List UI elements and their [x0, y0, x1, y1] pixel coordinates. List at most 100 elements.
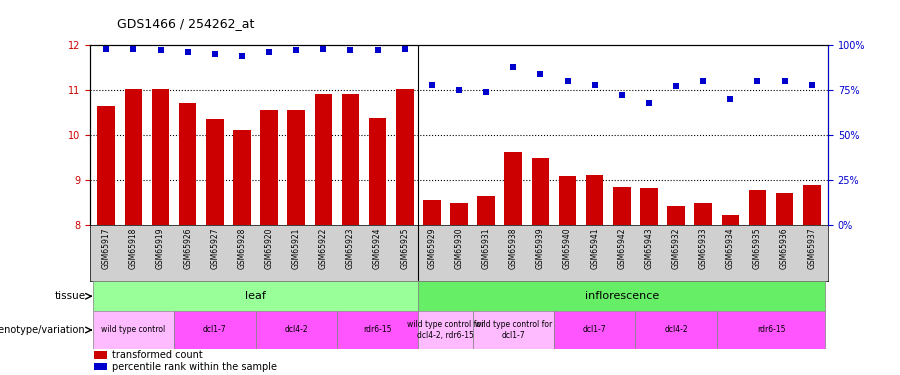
Text: wild type control for
dcl1-7: wild type control for dcl1-7: [474, 320, 552, 340]
Bar: [206, 119, 223, 225]
Text: rdr6-15: rdr6-15: [757, 326, 786, 334]
Text: GSM65929: GSM65929: [428, 228, 436, 269]
Bar: [423, 200, 441, 225]
Bar: [256, 311, 337, 349]
Text: GSM65917: GSM65917: [102, 228, 111, 269]
Bar: [450, 203, 468, 225]
Point: [723, 96, 737, 102]
Text: rdr6-15: rdr6-15: [364, 326, 392, 334]
Text: dcl4-2: dcl4-2: [664, 326, 688, 334]
Bar: [337, 311, 419, 349]
Point: [316, 46, 330, 52]
Bar: [93, 311, 174, 349]
Bar: [418, 281, 825, 311]
Text: GSM65930: GSM65930: [454, 228, 464, 269]
Text: GSM65918: GSM65918: [129, 228, 138, 269]
Bar: [554, 311, 635, 349]
Point: [561, 78, 575, 84]
Text: GSM65934: GSM65934: [725, 228, 734, 269]
Point: [805, 82, 819, 88]
Text: GSM65939: GSM65939: [536, 228, 544, 269]
Point: [371, 47, 385, 53]
Bar: [803, 185, 821, 225]
Bar: [477, 196, 495, 225]
Bar: [613, 187, 631, 225]
Point: [289, 47, 303, 53]
Bar: [93, 281, 418, 311]
Point: [696, 78, 710, 84]
Point: [506, 64, 520, 70]
Text: GSM65925: GSM65925: [400, 228, 410, 269]
Point: [452, 87, 466, 93]
Text: dcl1-7: dcl1-7: [583, 326, 607, 334]
Point: [642, 100, 656, 106]
Text: inflorescence: inflorescence: [585, 291, 659, 301]
Text: GSM65937: GSM65937: [807, 228, 816, 269]
Text: GSM65935: GSM65935: [753, 228, 762, 269]
Text: GSM65923: GSM65923: [346, 228, 355, 269]
Text: wild type control for
dcl4-2, rdr6-15: wild type control for dcl4-2, rdr6-15: [407, 320, 484, 340]
Point: [425, 82, 439, 88]
Text: leaf: leaf: [245, 291, 266, 301]
Text: GSM65921: GSM65921: [292, 228, 301, 269]
Bar: [342, 94, 359, 225]
Point: [262, 49, 276, 55]
Bar: [94, 363, 107, 370]
Bar: [640, 188, 658, 225]
Bar: [749, 190, 766, 225]
Point: [778, 78, 792, 84]
Bar: [97, 106, 115, 225]
Bar: [369, 118, 386, 225]
Bar: [152, 89, 169, 225]
Bar: [532, 158, 549, 225]
Text: tissue: tissue: [54, 291, 86, 301]
Text: GSM65931: GSM65931: [482, 228, 490, 269]
Bar: [287, 110, 305, 225]
Text: GSM65919: GSM65919: [156, 228, 165, 269]
Text: GDS1466 / 254262_at: GDS1466 / 254262_at: [117, 17, 255, 30]
Bar: [260, 110, 278, 225]
Bar: [559, 176, 576, 225]
Point: [479, 89, 493, 95]
Text: transformed count: transformed count: [112, 350, 202, 360]
Text: GSM65942: GSM65942: [617, 228, 626, 269]
Bar: [667, 206, 685, 225]
Bar: [504, 152, 522, 225]
Text: GSM65933: GSM65933: [698, 228, 707, 269]
Point: [208, 51, 222, 57]
Point: [126, 46, 140, 52]
Text: GSM65941: GSM65941: [590, 228, 599, 269]
Text: GSM65938: GSM65938: [508, 228, 518, 269]
Text: GSM65928: GSM65928: [238, 228, 247, 269]
Point: [99, 46, 113, 52]
Bar: [314, 94, 332, 225]
Bar: [174, 311, 256, 349]
Text: percentile rank within the sample: percentile rank within the sample: [112, 362, 277, 372]
Text: GSM65922: GSM65922: [319, 228, 328, 269]
Text: GSM65932: GSM65932: [671, 228, 680, 269]
Bar: [233, 130, 251, 225]
Text: GSM65940: GSM65940: [563, 228, 572, 269]
Point: [588, 82, 602, 88]
Text: wild type control: wild type control: [102, 326, 166, 334]
Point: [669, 83, 683, 89]
Point: [153, 47, 167, 53]
Bar: [586, 175, 604, 225]
Text: GSM65926: GSM65926: [184, 228, 193, 269]
Text: GSM65936: GSM65936: [780, 228, 789, 269]
Text: GSM65943: GSM65943: [644, 228, 653, 269]
Point: [398, 46, 412, 52]
Bar: [396, 89, 414, 225]
Bar: [695, 203, 712, 225]
Point: [343, 47, 357, 53]
Text: GSM65924: GSM65924: [374, 228, 382, 269]
Bar: [124, 89, 142, 225]
Point: [235, 53, 249, 59]
Bar: [418, 311, 472, 349]
Text: GSM65927: GSM65927: [211, 228, 220, 269]
Point: [181, 49, 195, 55]
Bar: [472, 311, 554, 349]
Bar: [716, 311, 825, 349]
Text: genotype/variation: genotype/variation: [0, 325, 86, 335]
Point: [751, 78, 765, 84]
